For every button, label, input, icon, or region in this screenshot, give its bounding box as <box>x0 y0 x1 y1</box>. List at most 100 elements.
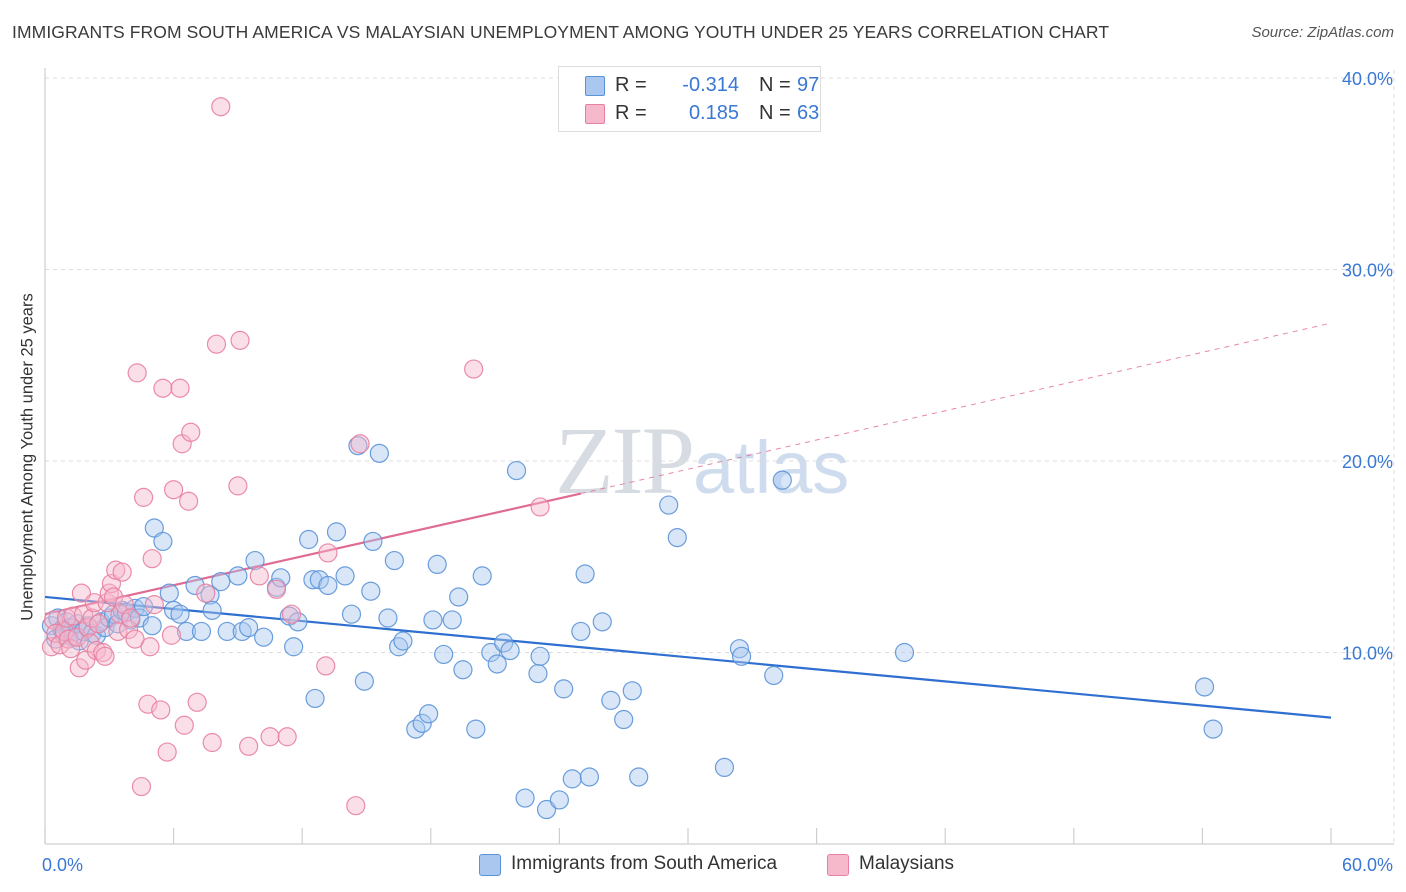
pink-point <box>464 359 484 379</box>
pink-point <box>346 796 366 816</box>
blue-point <box>466 719 486 739</box>
pink-point <box>277 727 297 747</box>
blue-point <box>144 518 164 538</box>
blue-point <box>434 644 454 665</box>
blue-point <box>481 642 501 663</box>
blue-point <box>427 554 447 575</box>
y-tick-label: 30.0% <box>1342 261 1393 281</box>
pink-point <box>125 629 145 649</box>
blue-point <box>562 769 582 789</box>
pink-point <box>260 727 280 747</box>
blue-point <box>170 604 190 624</box>
r-label: R = <box>615 102 647 124</box>
blue-point <box>361 581 381 601</box>
blue-point <box>191 621 212 642</box>
blue-point <box>393 631 413 651</box>
pink-point <box>164 480 184 500</box>
correlation-legend: R = -0.314 N = 97 R = 0.185 N = 63 <box>558 66 821 132</box>
pink-point <box>211 97 231 117</box>
x-tick-label: 0.0% <box>42 855 83 875</box>
pink-point <box>151 700 171 720</box>
pink-swatch <box>585 104 605 124</box>
trend-lines <box>44 322 1332 719</box>
r-value: -0.314 <box>682 74 739 96</box>
pink-point <box>131 776 152 797</box>
blue-point <box>176 621 197 642</box>
blue-point <box>575 564 595 584</box>
blue-swatch <box>585 76 605 96</box>
blue-point <box>228 566 248 586</box>
x-tick-label: 60.0% <box>1342 855 1393 875</box>
blue-point <box>318 575 338 596</box>
pink-point <box>78 618 98 638</box>
pink-point <box>206 334 227 354</box>
pink-point <box>181 422 201 442</box>
blue-point <box>515 788 535 808</box>
legend-label: Immigrants from South America <box>511 853 778 874</box>
pink-point <box>249 566 269 586</box>
pink-point <box>144 595 164 615</box>
pink-point <box>121 608 141 628</box>
blue-point <box>453 660 473 680</box>
blue-point <box>423 610 443 630</box>
pink-point <box>153 378 173 398</box>
y-tick-label: 10.0% <box>1342 644 1393 664</box>
pink-point <box>71 583 92 603</box>
pink-point <box>316 656 336 676</box>
pink-point <box>228 476 248 496</box>
pink-point <box>118 619 139 640</box>
blue-point <box>384 550 404 571</box>
pink-point <box>133 487 154 507</box>
blue-point <box>185 575 205 596</box>
pink-point <box>157 742 177 762</box>
blue-point <box>592 612 612 632</box>
pink-point <box>350 434 370 454</box>
blue-point <box>363 531 383 552</box>
blue-point <box>629 767 649 787</box>
pink-point <box>80 633 100 653</box>
blue-point <box>299 529 319 550</box>
n-label: N = <box>759 102 791 124</box>
blue-point <box>1203 719 1223 739</box>
blue-swatch <box>479 854 501 876</box>
blue-trend-line <box>44 595 1332 719</box>
pink-point <box>281 604 302 624</box>
pink-point <box>88 614 109 634</box>
blue-point <box>554 679 574 699</box>
blue-point <box>549 790 570 810</box>
pink-point <box>318 543 338 563</box>
chart-title: IMMIGRANTS FROM SOUTH AMERICA VS MALAYSI… <box>12 22 1110 42</box>
n-value: 97 <box>797 74 820 96</box>
blue-point <box>1194 677 1215 697</box>
pink-point <box>230 330 250 350</box>
blue-point <box>622 681 642 701</box>
pink-point <box>239 736 259 756</box>
blue-point <box>288 612 308 632</box>
blue-point <box>239 618 259 638</box>
blue-point <box>153 531 173 552</box>
blue-point <box>142 616 162 636</box>
pink-point <box>170 378 190 398</box>
blue-point <box>579 767 600 787</box>
blue-point <box>772 470 792 490</box>
blue-point <box>729 639 750 659</box>
pink-point <box>103 587 124 607</box>
blue-point <box>305 688 325 709</box>
blue-point <box>528 663 548 684</box>
blue-point <box>500 640 520 661</box>
blue-point <box>571 621 591 642</box>
n-value: 63 <box>797 102 820 124</box>
blue-point <box>536 799 557 820</box>
blue-point <box>714 757 735 778</box>
blue-point <box>254 627 274 647</box>
blue-point <box>487 654 507 674</box>
legend-label: Malaysians <box>859 853 955 874</box>
axes <box>44 68 1394 845</box>
blue-point <box>378 608 398 628</box>
y-tick-label: 40.0% <box>1342 69 1393 89</box>
blue-point <box>159 583 179 603</box>
blue-point <box>412 713 432 733</box>
blue-point <box>217 621 237 642</box>
blue-point <box>601 690 621 710</box>
pink-point <box>112 562 132 582</box>
